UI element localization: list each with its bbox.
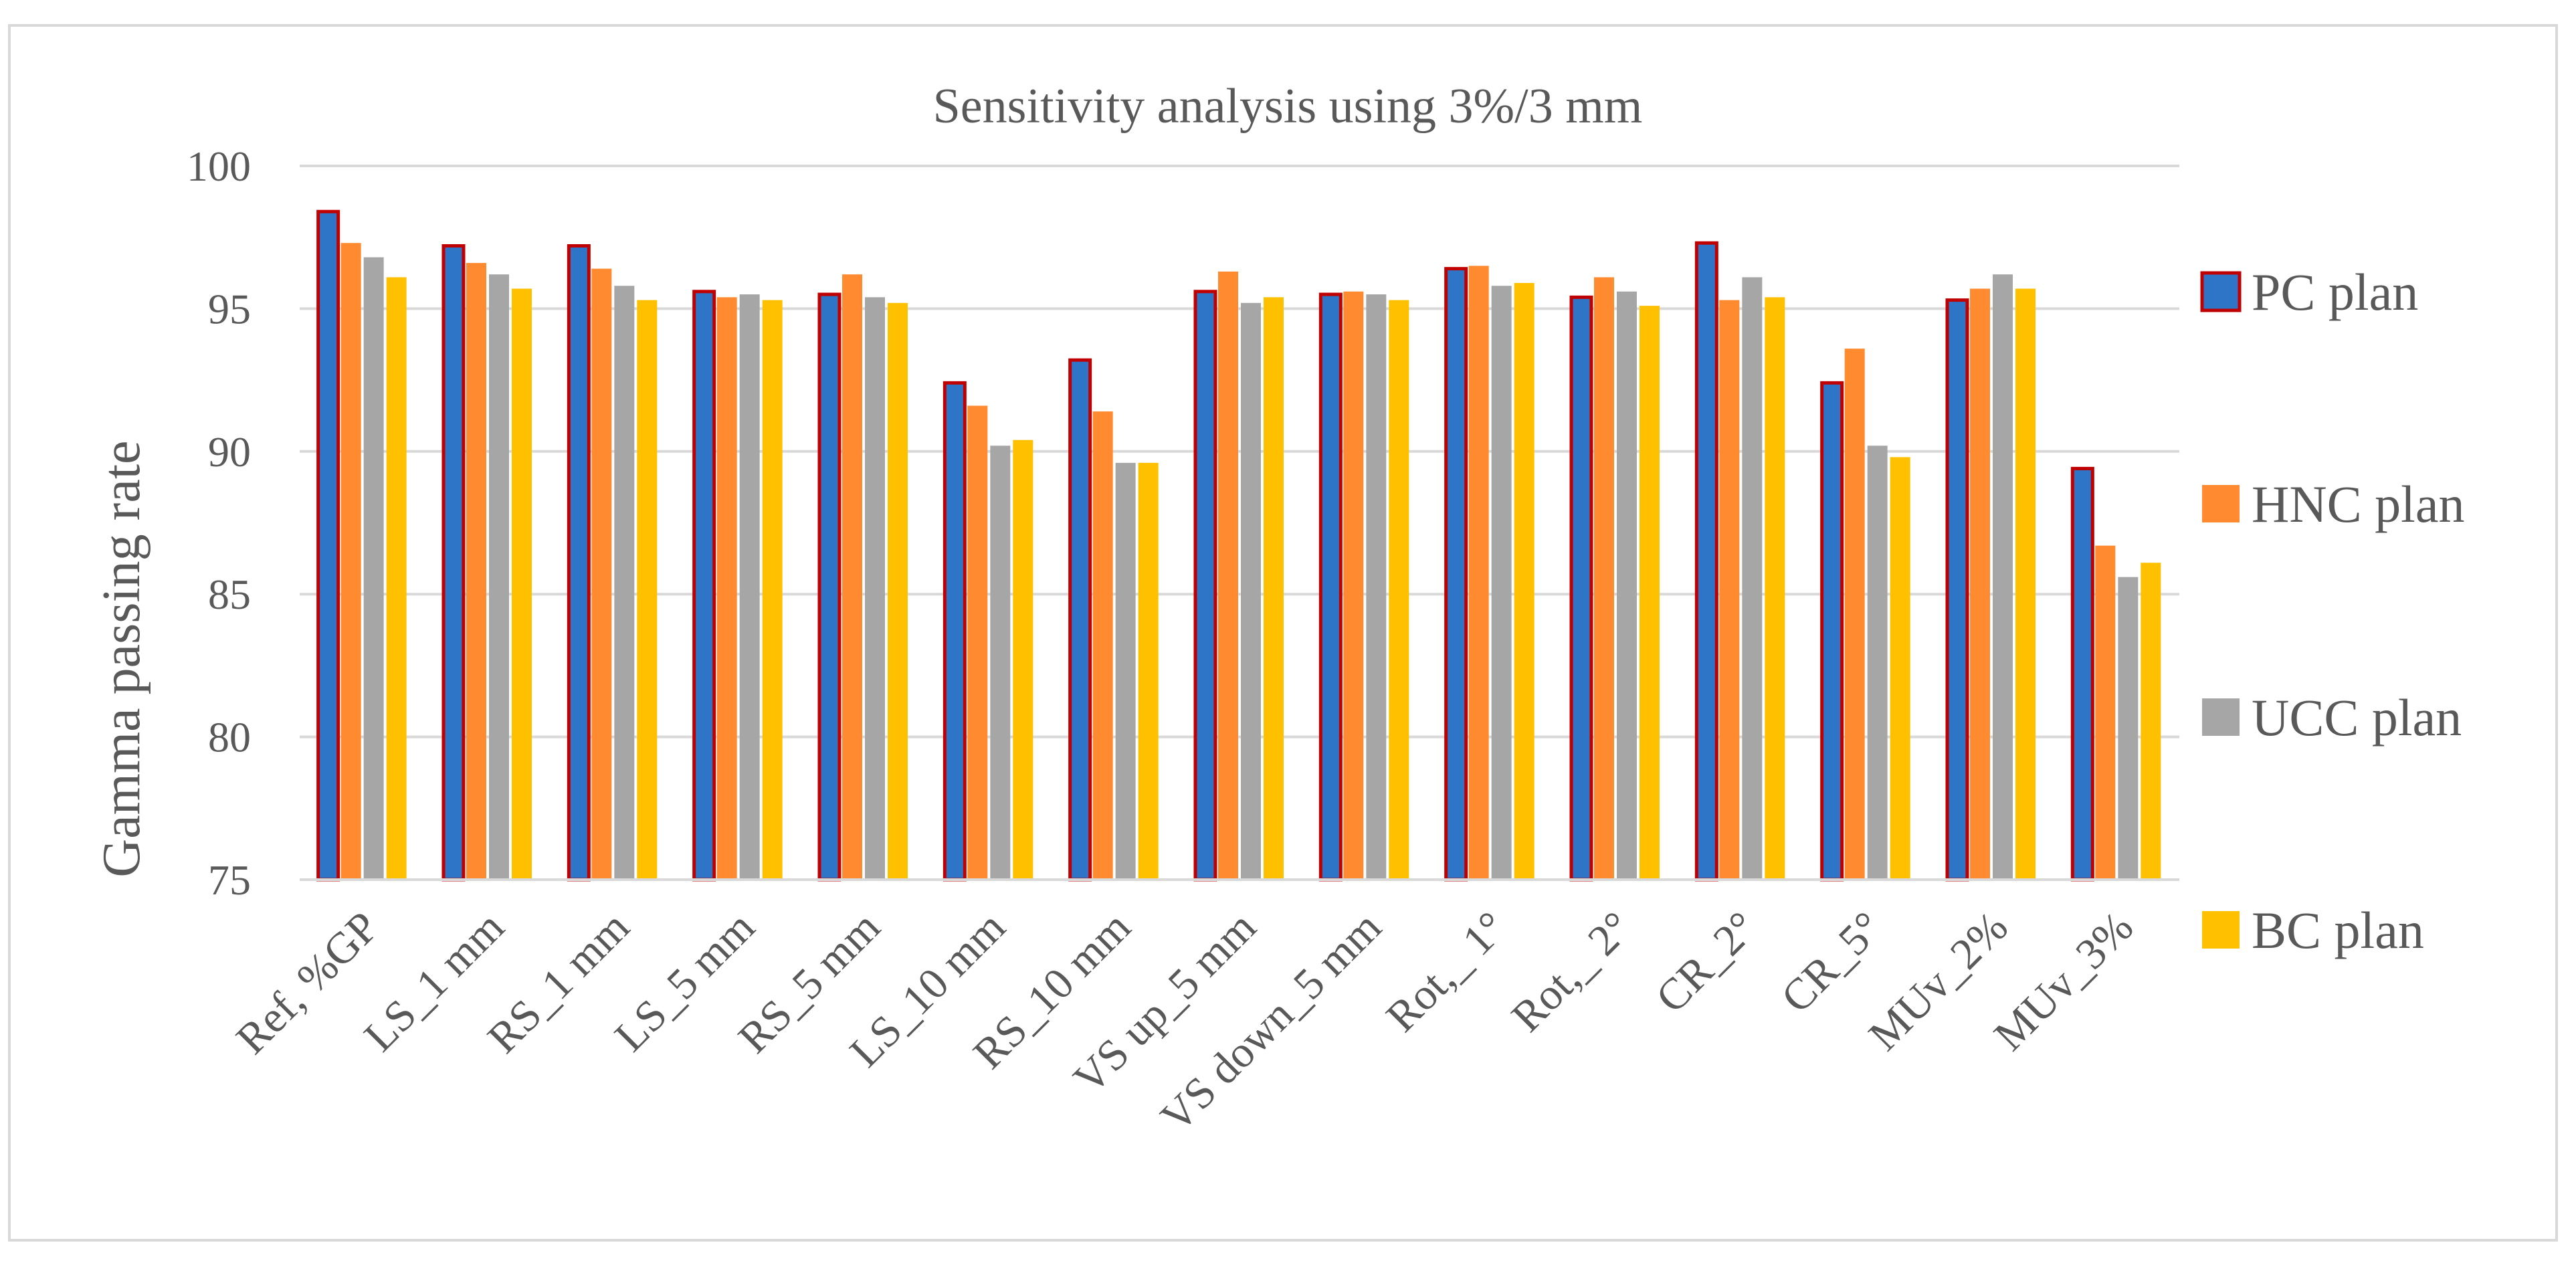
bar: [1318, 292, 1343, 882]
y-tick-label: 75: [208, 856, 251, 904]
legend: PC plan HNC plan UCC plan BC plan: [2200, 263, 2464, 959]
legend-swatch: [2200, 271, 2242, 312]
y-tick-label: 95: [208, 285, 251, 332]
bar: [512, 288, 532, 880]
bar: [692, 290, 716, 882]
bar: [1617, 291, 1637, 880]
bar: [637, 300, 658, 880]
chart-title: Sensitivity analysis using 3%/3 mm: [933, 79, 1643, 134]
bar: [340, 243, 361, 880]
bar: [614, 286, 635, 880]
bar: [567, 244, 591, 882]
x-tick-label: Ref, %GP: [227, 902, 388, 1064]
bar: [943, 381, 967, 882]
bar: [716, 297, 737, 880]
bar: [817, 292, 841, 882]
bar: [1970, 288, 1990, 880]
x-tick-label: CR_5°: [1772, 902, 1892, 1022]
bar: [386, 277, 407, 880]
bar: [1491, 286, 1512, 880]
legend-label: UCC plan: [2252, 688, 2462, 747]
bar: [1138, 462, 1159, 880]
bar: [1945, 298, 1969, 882]
y-tick-label: 100: [187, 142, 251, 190]
x-tick-label: Rot,_ 2°: [1502, 902, 1642, 1042]
bar: [1115, 462, 1136, 880]
bar: [888, 302, 908, 880]
legend-label: HNC plan: [2252, 475, 2464, 533]
bar: [1514, 282, 1534, 880]
bar: [1993, 274, 2013, 880]
bar: [2141, 563, 2161, 880]
bar: [2095, 545, 2116, 880]
bar: [967, 405, 988, 880]
legend-swatch: [2202, 911, 2240, 949]
bar: [865, 297, 885, 880]
bar: [441, 244, 466, 882]
bar: [842, 274, 862, 880]
x-tick-label: CR_2°: [1647, 902, 1767, 1022]
x-tick-label: VS down_5 mm: [1151, 902, 1391, 1142]
bar: [739, 294, 760, 880]
bar: [1742, 277, 1763, 880]
bar: [1068, 358, 1092, 882]
bar: [2070, 466, 2094, 882]
legend-label: PC plan: [2252, 263, 2418, 321]
bars: [316, 209, 2161, 882]
bar: [1366, 294, 1387, 880]
bar: [990, 446, 1011, 880]
bar: [1820, 381, 1844, 882]
x-tick-label: Rot,_ 1°: [1377, 902, 1516, 1042]
bar: [489, 274, 509, 880]
bar: [1844, 349, 1865, 880]
legend-swatch: [2202, 698, 2240, 736]
bar: [762, 300, 783, 880]
bar: [1594, 277, 1614, 880]
bar: [1640, 306, 1660, 880]
bar: [1444, 267, 1468, 882]
bar: [1468, 266, 1489, 880]
bar: [1719, 300, 1740, 880]
bar: [1890, 457, 1910, 880]
bar: [1241, 302, 1261, 880]
bar: [1264, 297, 1284, 880]
bar: [1092, 411, 1113, 880]
y-tick-label: 80: [208, 714, 251, 761]
y-tick-label: 85: [208, 571, 251, 618]
bar: [1343, 291, 1364, 880]
x-tick-label: MUv_2%: [1860, 902, 2017, 1060]
bar: [1694, 241, 1718, 882]
bar: [466, 263, 486, 880]
bar: [2118, 577, 2139, 880]
y-tick-label: 90: [208, 428, 251, 476]
bar: [363, 257, 384, 880]
bar: [591, 268, 612, 880]
bar: [1867, 446, 1888, 880]
bar: [316, 209, 340, 882]
legend-label: BC plan: [2252, 901, 2424, 959]
bar: [1193, 290, 1217, 882]
bar: [1218, 271, 1238, 880]
x-tick-label: MUv_3%: [1985, 902, 2143, 1060]
y-axis-label: Gamma passing rate: [92, 440, 151, 877]
bar: [1569, 295, 1593, 882]
bar: [1389, 300, 1409, 880]
bar: [1765, 297, 1785, 880]
y-axis-ticks: 75 80 85 90 95 100: [187, 142, 251, 904]
bar: [1013, 439, 1033, 880]
gridlines: [300, 165, 2179, 739]
legend-swatch: [2202, 485, 2240, 522]
bar: [2015, 288, 2036, 880]
